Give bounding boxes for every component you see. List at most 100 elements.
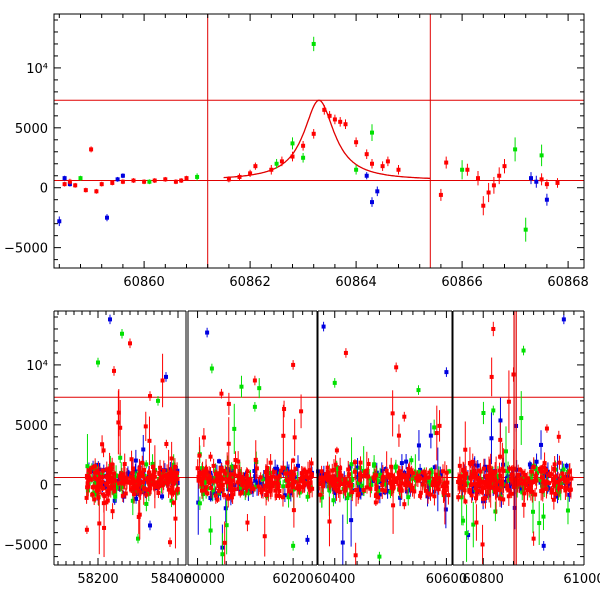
red-point bbox=[110, 509, 115, 514]
red-point bbox=[110, 180, 115, 185]
red-point bbox=[129, 480, 134, 485]
red-point bbox=[305, 475, 310, 480]
blue-point bbox=[208, 496, 213, 501]
red-point bbox=[472, 482, 477, 487]
red-point bbox=[361, 488, 366, 493]
green-point bbox=[220, 552, 225, 557]
green-point bbox=[114, 485, 119, 490]
red-point bbox=[468, 475, 473, 480]
red-point bbox=[90, 465, 95, 470]
green-point bbox=[506, 469, 511, 474]
red-point bbox=[228, 472, 233, 477]
red-point bbox=[151, 482, 156, 487]
red-point bbox=[272, 480, 277, 485]
green-outlier-point bbox=[209, 366, 214, 371]
red-point bbox=[95, 487, 100, 492]
red-point bbox=[523, 472, 528, 477]
red-point bbox=[171, 481, 176, 486]
blue-point bbox=[546, 486, 551, 491]
red-point bbox=[226, 441, 231, 446]
red-point bbox=[143, 424, 148, 429]
red-point bbox=[434, 483, 439, 488]
red-outlier-point bbox=[168, 540, 172, 545]
red-point bbox=[116, 481, 121, 486]
red-point bbox=[444, 470, 449, 475]
green-point bbox=[229, 464, 234, 469]
red-point bbox=[461, 468, 466, 473]
red-point bbox=[251, 486, 256, 491]
green-point bbox=[359, 483, 364, 488]
red-point bbox=[96, 478, 101, 483]
red-point bbox=[531, 479, 536, 484]
red-point bbox=[403, 483, 408, 488]
green-point bbox=[565, 508, 570, 513]
top-plot-area bbox=[54, 14, 584, 268]
red-point bbox=[120, 179, 125, 184]
green-outlier-point bbox=[136, 536, 140, 541]
green-point bbox=[331, 498, 336, 503]
red-point bbox=[209, 485, 214, 490]
red-point bbox=[426, 475, 431, 480]
x-tick-label: 60860 bbox=[123, 275, 164, 290]
blue-outlier-point bbox=[205, 330, 210, 335]
green-point bbox=[118, 455, 123, 460]
red-point bbox=[158, 483, 163, 488]
red-point bbox=[225, 460, 230, 465]
red-point bbox=[543, 468, 548, 473]
red-point bbox=[287, 489, 292, 494]
red-point bbox=[493, 470, 498, 475]
red-point bbox=[157, 480, 162, 485]
red-point bbox=[326, 478, 331, 483]
red-point bbox=[236, 459, 241, 464]
red-point bbox=[281, 465, 286, 470]
red-point bbox=[328, 474, 333, 479]
green-point bbox=[519, 416, 524, 421]
red-point bbox=[474, 520, 479, 525]
red-point bbox=[563, 488, 568, 493]
red-point bbox=[352, 460, 357, 465]
red-point bbox=[317, 476, 322, 481]
green-point bbox=[354, 167, 359, 172]
green-point bbox=[120, 485, 125, 490]
red-point bbox=[538, 469, 543, 474]
red-point bbox=[121, 481, 126, 486]
green-point bbox=[208, 528, 213, 533]
red-point bbox=[322, 476, 327, 481]
green-point bbox=[416, 470, 421, 475]
red-point bbox=[396, 433, 401, 438]
red-point bbox=[337, 490, 342, 495]
red-point bbox=[346, 467, 351, 472]
red-point bbox=[291, 458, 296, 463]
red-point bbox=[544, 182, 549, 187]
red-point bbox=[277, 473, 282, 478]
red-point bbox=[238, 475, 243, 480]
blue-point bbox=[439, 473, 444, 478]
red-point bbox=[226, 496, 231, 501]
red-point bbox=[290, 477, 295, 482]
red-point bbox=[549, 472, 554, 477]
red-point bbox=[165, 473, 170, 478]
red-point bbox=[524, 483, 529, 488]
red-point bbox=[101, 448, 106, 453]
red-point bbox=[92, 497, 97, 502]
red-point bbox=[561, 477, 566, 482]
red-point bbox=[201, 476, 206, 481]
red-point bbox=[498, 454, 503, 459]
red-point bbox=[498, 496, 503, 501]
red-point bbox=[118, 425, 123, 430]
red-point bbox=[198, 471, 203, 476]
top-plot-frame bbox=[53, 13, 585, 269]
red-point bbox=[418, 493, 423, 498]
red-point bbox=[560, 471, 565, 476]
red-point bbox=[527, 485, 532, 490]
red-point bbox=[469, 493, 474, 498]
red-point bbox=[170, 485, 175, 490]
green-point bbox=[78, 176, 83, 181]
red-point bbox=[244, 473, 249, 478]
red-point bbox=[438, 192, 443, 197]
green-point bbox=[370, 130, 374, 135]
red-point bbox=[471, 469, 476, 474]
red-point bbox=[274, 493, 279, 498]
red-point bbox=[500, 466, 505, 471]
